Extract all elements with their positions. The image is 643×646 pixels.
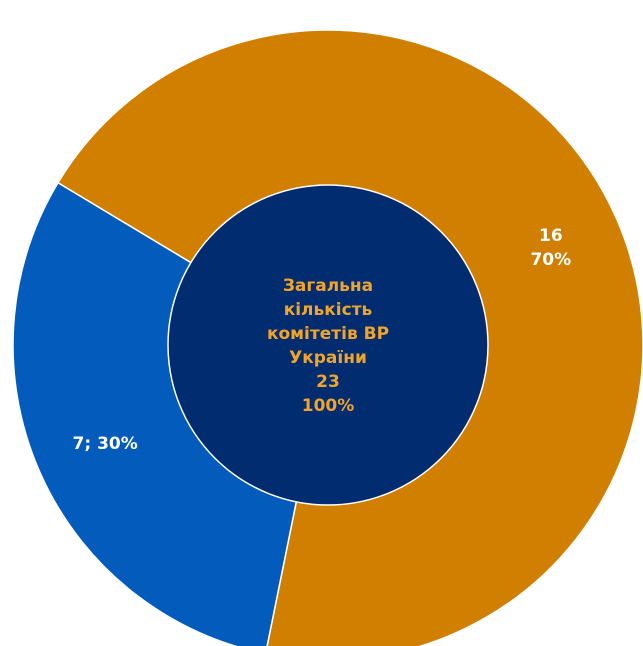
center-label: Загальна кількість комітетів ВР України 23 10… [267,276,389,416]
center-disc [167,184,489,506]
slice-labels-group: 16 70% 7; 30% [73,226,572,454]
center-label-line: України [289,348,367,368]
center-label-line: 23 [316,372,340,392]
slice-label-1: 16 70% [530,226,571,270]
center-label-line: Загальна [283,276,373,296]
slice-label-2: 7; 30% [73,434,138,454]
center-label-line: комітетів ВР [267,324,389,344]
center-label-line: 100% [302,396,355,416]
center-label-line: кількість [284,300,373,320]
